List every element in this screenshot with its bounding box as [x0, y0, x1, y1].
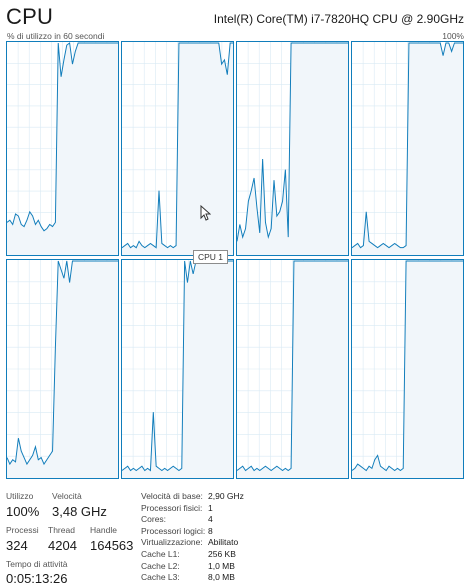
cpu-graphs-grid: [6, 41, 464, 481]
uptime-label: Tempo di attività: [6, 559, 68, 569]
detail-value: Abilitato: [208, 537, 239, 548]
cpu-graph-2[interactable]: [236, 41, 349, 256]
usage-line: [237, 42, 348, 242]
utilization-label: Utilizzo: [6, 491, 34, 501]
usage-line: [352, 260, 463, 472]
detail-label: Cache L2:: [141, 560, 180, 571]
cpu-graph-3-plot: [352, 42, 463, 255]
usage-line: [122, 42, 233, 249]
threads-value: 4204: [48, 538, 77, 553]
speed-value: 3,48 GHz: [52, 504, 107, 519]
cpu-graph-6[interactable]: [236, 259, 349, 479]
detail-label: Cores:: [141, 514, 167, 525]
handles-value: 164563: [90, 538, 134, 553]
threads-label: Thread: [48, 525, 75, 535]
axis-max: 100%: [442, 31, 464, 41]
detail-value: 2,90 GHz: [208, 491, 244, 501]
detail-label: Processori fisici:: [141, 502, 203, 513]
cpu-graph-1[interactable]: [121, 41, 234, 256]
cpu-graph-2-plot: [237, 42, 348, 255]
utilization-value: 100%: [6, 504, 40, 519]
cpu-graph-5-plot: [122, 260, 233, 478]
cpu-model: Intel(R) Core(TM) i7-7820HQ CPU @ 2.90GH…: [213, 12, 464, 26]
usage-line: [237, 260, 348, 472]
handles-label: Handle: [90, 525, 117, 535]
detail-label: Virtualizzazione:: [141, 537, 203, 548]
usage-line: [352, 42, 463, 249]
detail-value: 256 KB: [208, 549, 236, 559]
cpu-graph-4[interactable]: [6, 259, 119, 479]
usage-area: [352, 260, 463, 478]
cpu-stats-panel: Utilizzo 100% Velocità 3,48 GHz Processi…: [6, 489, 466, 588]
detail-value: 8,0 MB: [208, 572, 235, 583]
cpu-graph-4-plot: [7, 260, 118, 478]
cpu-graph-7[interactable]: [351, 259, 464, 479]
usage-area: [237, 42, 348, 255]
detail-value: 1: [208, 502, 213, 513]
detail-label: Cache L1:: [141, 549, 180, 559]
usage-line: [7, 260, 118, 466]
processes-value: 324: [6, 538, 28, 553]
usage-area: [122, 260, 233, 478]
processes-label: Processi: [6, 525, 39, 535]
usage-area: [7, 260, 118, 478]
cpu-graph-6-plot: [237, 260, 348, 478]
detail-label: Processori logici:: [141, 525, 206, 536]
mouse-cursor-icon: [200, 205, 211, 221]
cpu-graph-3[interactable]: [351, 41, 464, 256]
detail-value: 1,0 MB: [208, 560, 235, 571]
detail-value: 8: [208, 525, 213, 536]
detail-value: 4: [208, 514, 213, 525]
cpu-graph-0[interactable]: [6, 41, 119, 256]
cpu-graph-1-plot: [122, 42, 233, 255]
usage-line: [7, 42, 118, 232]
cpu-title: CPU: [6, 4, 54, 29]
cpu-graph-0-plot: [7, 42, 118, 255]
detail-label: Cache L3:: [141, 572, 180, 583]
detail-label: Velocità di base:: [141, 491, 203, 501]
usage-area: [7, 42, 118, 255]
axis-caption: % di utilizzo in 60 secondi: [7, 31, 105, 41]
speed-label: Velocità: [52, 491, 82, 501]
uptime-value: 0:05:13:26: [6, 571, 68, 586]
cpu-graph-5[interactable]: [121, 259, 234, 479]
cpu-tooltip: CPU 1: [193, 250, 229, 264]
cpu-graph-7-plot: [352, 260, 463, 478]
